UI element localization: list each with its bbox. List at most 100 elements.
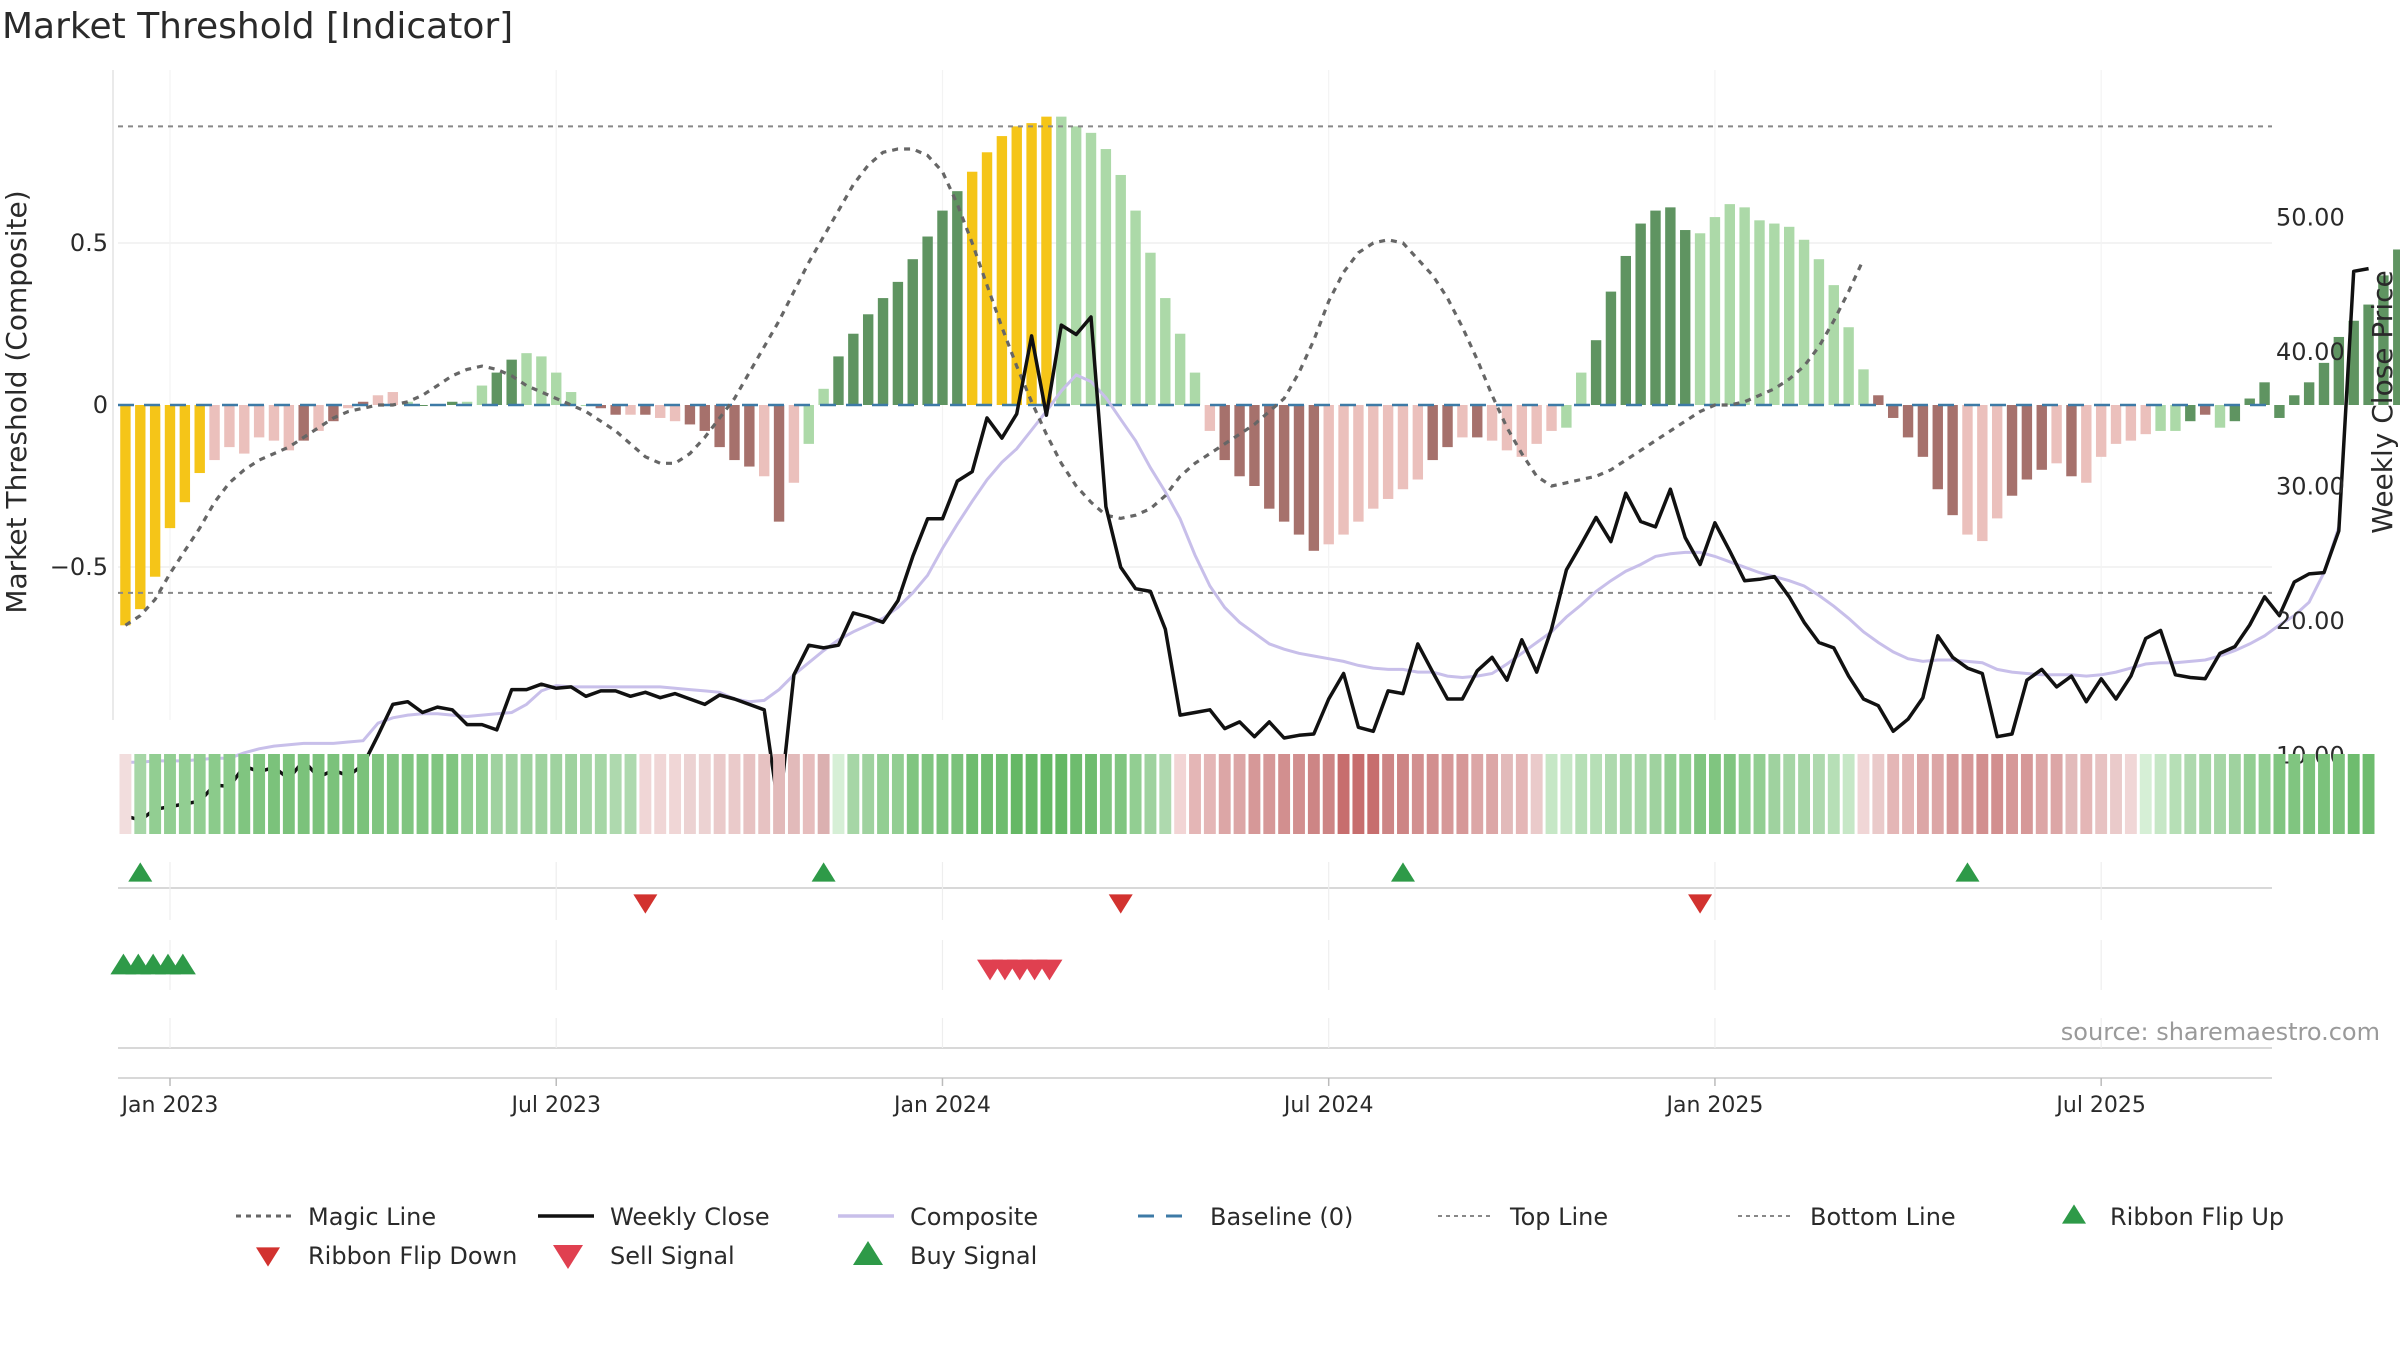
composite-bar [239, 405, 250, 454]
composite-bar [744, 405, 755, 467]
composite-bar [2021, 405, 2033, 480]
ribbon-cell [728, 754, 741, 834]
composite-bar [1234, 405, 1245, 477]
ribbon-cell [431, 754, 444, 834]
right-tick-label: 20.00 [2276, 607, 2345, 635]
ribbon-cell [1040, 754, 1053, 834]
ribbon-cell [1575, 754, 1588, 834]
composite-bar [1026, 123, 1037, 406]
ribbon-flip-down-marker [1108, 894, 1133, 914]
ribbon-cell [208, 754, 221, 834]
composite-bar [1650, 210, 1661, 405]
ribbon-cell [1367, 754, 1380, 834]
ribbon-cell [1411, 754, 1424, 834]
composite-bar [2036, 405, 2047, 470]
composite-bar [1189, 372, 1201, 405]
composite-bar [2066, 405, 2077, 477]
composite-bar [1828, 285, 1839, 405]
composite-bar [1784, 226, 1795, 405]
composite-bar [521, 353, 532, 405]
ribbon-cell [357, 754, 370, 834]
composite-bar [1293, 405, 1305, 535]
legend-ribbon-flip-down: Ribbon Flip Down [256, 1242, 517, 1270]
composite-bar [655, 405, 666, 418]
ribbon-cell [877, 754, 889, 834]
ribbon-cell [951, 754, 964, 834]
composite-bar [565, 392, 577, 405]
ribbon-flip-up-marker [128, 862, 153, 882]
ribbon-cell [1085, 754, 1097, 834]
ribbon-cell [1842, 754, 1855, 834]
ribbon-cell [1605, 754, 1617, 834]
legend-sell-signal-swatch [553, 1245, 583, 1269]
composite-bar [283, 405, 295, 451]
ribbon-cell [2303, 754, 2316, 834]
composite-bar [1174, 333, 1186, 405]
composite-bar [580, 405, 592, 406]
ribbon-cell [550, 754, 563, 834]
composite-bar [372, 395, 384, 405]
ribbon-cell [1263, 754, 1276, 834]
composite-bar [2363, 304, 2374, 405]
ribbon-cell [1634, 754, 1647, 834]
legend-magic-line-label: Magic Line [308, 1203, 436, 1231]
ribbon-cell [342, 754, 355, 834]
ribbon-cell [253, 754, 266, 834]
ribbon-cell [1099, 754, 1112, 834]
legend-baseline-label: Baseline (0) [1210, 1203, 1353, 1231]
composite-bar [1130, 210, 1141, 405]
ribbon-cell [1812, 754, 1825, 834]
composite-bar [1605, 291, 1617, 405]
ribbon-cell [832, 754, 845, 834]
legend-weekly-close: Weekly Close [538, 1203, 770, 1231]
composite-bar [1665, 207, 1676, 405]
composite-bar [1873, 395, 1884, 405]
composite-bar [551, 372, 562, 405]
legend-buy-signal-label: Buy Signal [910, 1242, 1037, 1270]
legend-bottom-line-label: Bottom Line [1810, 1203, 1956, 1231]
ribbon-cell [223, 754, 236, 834]
date-tick-label: Jul 2023 [509, 1093, 601, 1118]
composite-bar [164, 405, 176, 529]
composite-bar [135, 405, 146, 610]
composite-bar [1813, 259, 1825, 405]
composite-bar [1887, 405, 1899, 418]
ribbon-cell [1515, 754, 1528, 834]
ribbon-cell [1887, 754, 1900, 834]
composite-bar [2199, 405, 2211, 415]
magic-line [124, 147, 1865, 627]
composite-bar [2095, 405, 2107, 457]
composite-bar [506, 359, 517, 405]
ribbon-cell [1337, 754, 1350, 834]
ribbon-cell [416, 754, 429, 834]
ribbon-cell [1931, 754, 1944, 834]
ribbon-cell [1382, 754, 1395, 834]
composite-bar [2155, 405, 2166, 431]
legend-bottom-line: Bottom Line [1738, 1203, 1956, 1231]
ribbon-cell [683, 754, 696, 834]
ribbon-cell [1159, 754, 1172, 834]
composite-bar [848, 333, 859, 405]
composite-bar [1576, 372, 1587, 405]
composite-bar [1501, 405, 1513, 451]
ribbon-cell [2124, 754, 2137, 834]
ribbon-cell [1664, 754, 1677, 834]
legend-baseline: Baseline (0) [1138, 1203, 1353, 1231]
composite-bar [1382, 405, 1394, 499]
composite-bar [2303, 382, 2315, 405]
composite-bar [2125, 405, 2137, 441]
composite-bar [669, 405, 681, 422]
ribbon-cell [847, 754, 860, 834]
ribbon-cell [609, 754, 622, 834]
composite-bar [1472, 405, 1483, 438]
composite-bar [996, 136, 1008, 405]
composite-bar [2229, 405, 2241, 422]
date-tick-label: Jul 2025 [2054, 1093, 2146, 1118]
ribbon-cell [1753, 754, 1766, 834]
ribbon-cell [1278, 754, 1291, 834]
legend: Magic Line Weekly Close Composite Baseline … [236, 1203, 2284, 1270]
legend-ribbon-flip-down-swatch [256, 1247, 280, 1267]
composite-bar [862, 314, 874, 405]
ribbon-cell [2184, 754, 2197, 834]
ribbon-cell [1679, 754, 1692, 834]
